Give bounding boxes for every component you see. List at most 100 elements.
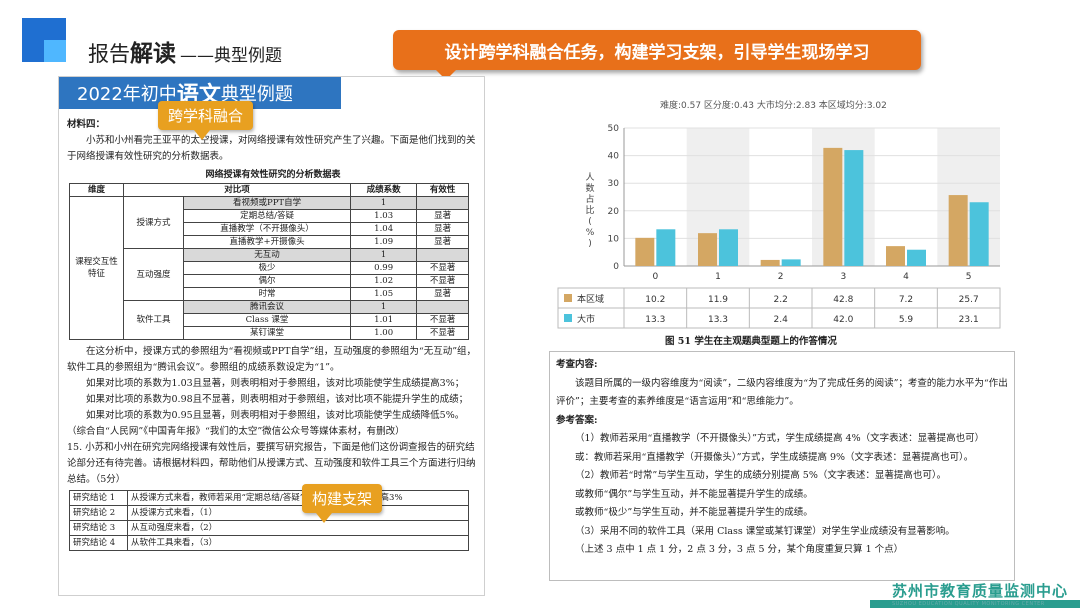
- y-axis-label-char: %: [586, 228, 595, 238]
- table-header-row: 维度 对比项 成绩系数 有效性: [69, 183, 469, 197]
- legend-label: 大市: [577, 313, 595, 325]
- cell-eff: 显著: [416, 235, 469, 249]
- conclusion-label: 研究结论 3: [69, 520, 128, 536]
- cell-coef: 1: [350, 300, 418, 314]
- conclusion-text[interactable]: 从软件工具来看，（3）: [127, 535, 469, 551]
- bar-city: [844, 150, 864, 266]
- cell-item: 定期总结/答疑: [182, 209, 352, 223]
- bar-region: [886, 246, 905, 266]
- cell-item: 无互动: [182, 248, 352, 262]
- table-row: 某钉课堂 1.00 不显著: [70, 326, 469, 340]
- table-row: 互动强度 无互动 1: [70, 248, 469, 301]
- group-cell: 互动强度: [123, 248, 184, 301]
- bar-city: [656, 229, 676, 266]
- cell-item: 直播教学（不开摄像头）: [182, 222, 352, 236]
- content-label: 考查内容:: [556, 359, 598, 370]
- cell-coef: 1.04: [350, 222, 418, 236]
- cell-eff: 显著: [416, 222, 469, 236]
- data-value-label: 2.2: [774, 295, 788, 305]
- category-band: [686, 128, 750, 266]
- slide-title: 报告解读 ——典型例题: [88, 34, 282, 68]
- title-bold: 解读: [130, 41, 176, 67]
- callout-scaffold: 构建支架: [302, 484, 383, 513]
- y-axis-label-char: ): [588, 239, 592, 249]
- callout-scaffold-text: 构建支架: [312, 490, 373, 508]
- material-intro: 小苏和小州看完王亚平的太空授课，对网络授课有效性研究产生了兴趣。下面是他们找到的…: [67, 135, 476, 162]
- conclusion-row: 研究结论 2 从授课方式来看，（1）: [69, 505, 469, 521]
- col-header-effect: 有效性: [416, 183, 469, 197]
- headline-banner: 设计跨学科融合任务，构建学习支架，引导学生现场学习: [393, 30, 921, 70]
- data-value-label: 23.1: [959, 315, 979, 325]
- answer-panel: 考查内容: 该题目所属的一级内容维度为“阅读”，二级内容维度为“为了完成任务的阅…: [549, 351, 1015, 581]
- conclusion-row: 研究结论 1 从授课方式来看，教师若采用“定期总结/答疑”方式，学生成绩能提高3%: [69, 490, 469, 506]
- cell-coef: 1: [350, 248, 418, 262]
- callout-scaffold-tail: [316, 513, 332, 523]
- cell-item: 偶尔: [182, 274, 352, 288]
- org-name-en: SUZHOU EDUCATION QUALITY MONITORING CENT…: [892, 601, 1045, 607]
- callout-interdisciplinary-tail: [194, 130, 210, 140]
- analysis-para-2: 如果对比项的系数为1.03且显著，则表明相对于参照组，该对比项能使学生成绩提高3…: [86, 378, 465, 389]
- doc-body: 材料四： 小苏和小州看完王亚平的太空授课，对网络授课有效性研究产生了兴趣。下面是…: [67, 117, 479, 551]
- conclusion-text: 从授课方式来看，教师若采用“定期总结/答疑”方式，学生成绩能提高3%: [127, 490, 469, 506]
- cell-coef: 1.03: [350, 209, 418, 223]
- footer-band: [870, 600, 1080, 608]
- answer-line-1: （1）教师若采用“直播教学（不开摄像头）”方式，学生成绩提高 4%（文字表述：显…: [575, 433, 985, 444]
- content-text: 该题目所属的一级内容维度为“阅读”，二级内容维度为“为了完成任务的阅读”；考查的…: [556, 377, 1008, 408]
- conclusion-label: 研究结论 2: [69, 505, 128, 521]
- figure-caption: 图 51 学生在主观题典型题上的作答情况: [665, 336, 837, 347]
- cell-item: 某钉课堂: [182, 326, 352, 340]
- y-axis-label-char: 占: [585, 193, 594, 205]
- cell-item: 腾讯会议: [182, 300, 352, 314]
- legend-label: 本区域: [577, 293, 604, 305]
- table-row: 课程交互性特征 授课方式 看视频或PPT自学 1: [69, 196, 469, 340]
- bar-region: [698, 233, 717, 266]
- cell-item: 直播教学+开摄像头: [182, 235, 352, 249]
- conclusion-row: 研究结论 4 从软件工具来看，（3）: [69, 535, 469, 551]
- bar-region: [635, 237, 655, 266]
- cell-coef: 1.09: [350, 235, 418, 249]
- y-tick-label: 50: [608, 124, 620, 134]
- table-row: 软件工具 腾讯会议 1: [70, 300, 469, 340]
- question-text: 15. 小苏和小州在研究完网络授课有效性后，要撰写研究报告，下面是他们这份调查报…: [67, 442, 476, 485]
- title-prefix: 报告: [88, 42, 130, 66]
- doc-header-prefix: 2022年初中: [77, 84, 177, 105]
- conclusion-text[interactable]: 从互动强度来看，（2）: [127, 520, 469, 536]
- cell-eff: [416, 196, 469, 210]
- x-tick-label: 1: [715, 272, 721, 282]
- group-cell: 软件工具: [123, 300, 184, 340]
- data-value-label: 13.3: [708, 315, 728, 325]
- legend-swatch: [564, 314, 572, 322]
- cell-eff: 不显著: [416, 313, 469, 327]
- conclusion-text[interactable]: 从授课方式来看，（1）: [127, 505, 469, 521]
- x-tick-label: 5: [966, 272, 972, 282]
- y-tick-label: 30: [608, 179, 620, 189]
- bar-city: [907, 249, 926, 266]
- y-axis-label-char: 人: [585, 172, 594, 183]
- answer-line-6: （3）采用不同的软件工具（采用 Class 课堂或某钉课堂）对学生学业成绩没有显…: [575, 525, 955, 537]
- x-tick-label: 4: [903, 272, 909, 282]
- data-value-label: 42.8: [833, 295, 853, 305]
- y-tick-label: 40: [608, 152, 620, 162]
- material-label: 材料四：: [67, 119, 106, 130]
- org-logo: 苏州市教育质量监测中心 SUZHOU EDUCATION QUALITY MON…: [892, 580, 1068, 607]
- answer-line-4: 或教师“偶尔”与学生互动，并不能显著提升学生的成绩。: [575, 488, 813, 500]
- conclusion-row: 研究结论 3 从互动强度来看，（2）: [69, 520, 469, 536]
- bar-city: [719, 229, 738, 266]
- conclusion-label: 研究结论 1: [69, 490, 128, 506]
- category-band: [812, 128, 875, 266]
- y-tick-label: 10: [608, 234, 620, 244]
- banner-text: 设计跨学科融合任务，构建学习支架，引导学生现场学习: [444, 42, 870, 63]
- group-cell: 授课方式: [123, 196, 184, 249]
- bar-region: [948, 195, 968, 266]
- callout-interdisciplinary: 跨学科融合: [158, 101, 254, 130]
- category-band: [937, 128, 1000, 266]
- conclusion-label: 研究结论 4: [69, 535, 128, 551]
- x-tick-label: 0: [652, 272, 658, 282]
- y-axis-label-char: 数: [585, 182, 594, 194]
- stats-line: 难度:0.57 区分度:0.43 大市均分:2.83 本区域均分:3.02: [660, 101, 887, 111]
- cell-coef: 0.99: [350, 261, 418, 275]
- doc-header-suffix: 典型例题: [220, 84, 293, 105]
- data-value-label: 42.0: [833, 315, 853, 325]
- cell-eff: 显著: [416, 287, 469, 301]
- bar-region: [823, 147, 843, 266]
